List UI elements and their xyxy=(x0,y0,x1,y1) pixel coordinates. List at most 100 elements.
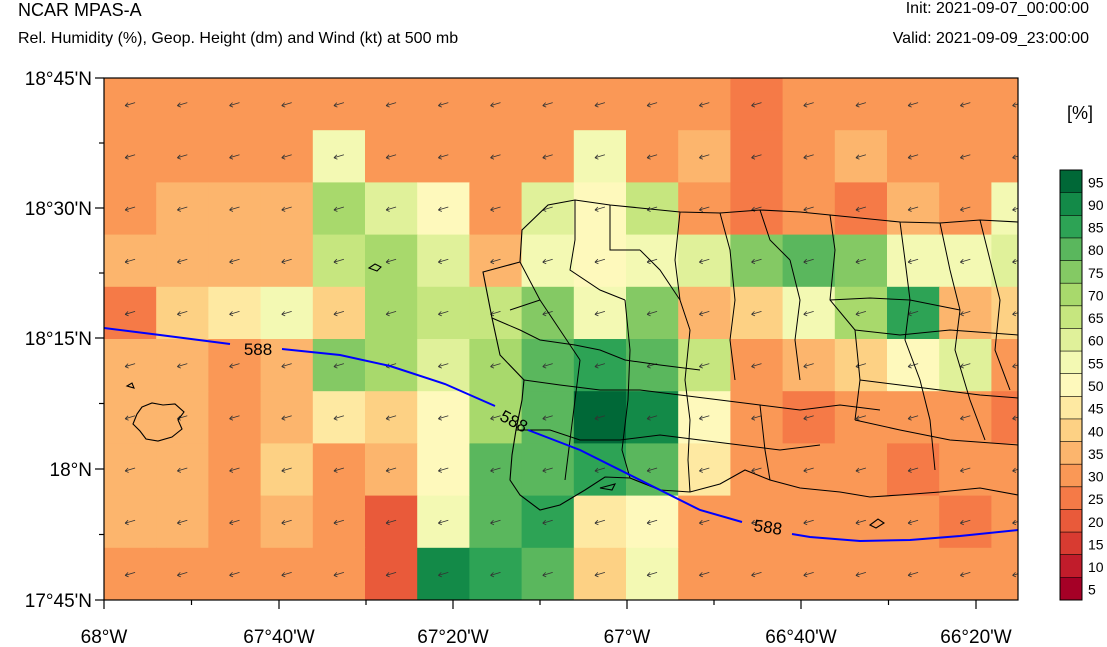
wind-arrow xyxy=(855,519,867,526)
wind-arrow xyxy=(229,467,240,473)
wind-arrow xyxy=(751,572,762,578)
colorbar-label: 90 xyxy=(1088,197,1104,213)
wind-arrow xyxy=(542,102,553,108)
x-tick-label: 66°20'W xyxy=(940,627,1011,647)
contour-label: 588 xyxy=(753,516,784,539)
wind-arrow xyxy=(543,625,553,630)
wind-arrow xyxy=(594,572,606,578)
colorbar-label: 80 xyxy=(1088,242,1104,258)
wind-arrow xyxy=(751,415,762,421)
wind-arrow xyxy=(177,572,188,578)
wind-arrow xyxy=(960,102,971,108)
wind-arrow xyxy=(490,363,501,369)
wind-arrow xyxy=(751,519,762,526)
wind-arrow xyxy=(385,572,397,578)
colorbar-swatch xyxy=(1060,237,1082,261)
wind-arrow xyxy=(229,311,240,317)
wind-arrow xyxy=(803,206,814,212)
wind-arrow xyxy=(1065,155,1075,160)
wind-arrow xyxy=(490,467,501,473)
wind-arrow xyxy=(699,625,709,630)
wind-arrow xyxy=(855,467,867,473)
colorbar-label: 35 xyxy=(1088,446,1104,462)
wind-arrow xyxy=(281,258,292,265)
wind-arrow xyxy=(803,572,814,578)
colorbar-frame xyxy=(1059,169,1083,601)
wind-arrow xyxy=(960,519,971,526)
humidity-cell xyxy=(1044,600,1097,647)
wind-arrow xyxy=(229,415,240,421)
wind-arrow xyxy=(646,572,658,578)
wind-arrow xyxy=(542,363,553,369)
wind-arrow xyxy=(281,415,292,421)
wind-arrow xyxy=(960,258,971,265)
wind-arrow xyxy=(386,625,396,630)
humidity-cell xyxy=(887,600,940,647)
wind-arrow xyxy=(646,154,658,160)
wind-arrow xyxy=(333,519,345,526)
wind-arrow xyxy=(594,206,606,212)
x-tick-label: 66°40'W xyxy=(765,627,836,647)
wind-arrow xyxy=(699,415,710,421)
colorbar-swatch xyxy=(1060,577,1082,601)
humidity-cell xyxy=(1096,600,1107,647)
wind-arrow xyxy=(1065,625,1075,630)
colorbar-swatch xyxy=(1060,283,1082,307)
colorbar-label: 50 xyxy=(1088,378,1104,394)
humidity-cell xyxy=(156,600,209,647)
contour-label: 588 xyxy=(244,340,272,359)
wind-arrow xyxy=(751,311,762,317)
wind-arrow xyxy=(385,519,397,526)
colorbar-swatch xyxy=(1060,418,1082,442)
wind-arrow xyxy=(124,363,136,369)
wind-arrow xyxy=(438,258,449,265)
wind-arrow xyxy=(908,625,918,630)
wind-arrow xyxy=(177,206,188,212)
wind-arrow xyxy=(438,311,449,317)
wind-arrow xyxy=(438,154,449,160)
wind-arrow xyxy=(334,625,344,630)
wind-arrow xyxy=(281,363,292,369)
wind-arrow xyxy=(333,572,345,578)
colorbar-label: 25 xyxy=(1088,491,1104,507)
colorbar-unit: [%] xyxy=(1067,103,1094,123)
wind-arrow xyxy=(699,102,710,108)
wind-arrow xyxy=(699,206,710,212)
x-tick-label: 67°W xyxy=(604,627,651,647)
y-tick-label: 18°45'N xyxy=(25,69,92,90)
colorbar-label: 5 xyxy=(1088,582,1096,598)
wind-arrow xyxy=(385,467,397,473)
colorbar-label: 70 xyxy=(1088,287,1104,303)
wind-arrow xyxy=(385,258,397,265)
x-tick-label: 67°40'W xyxy=(243,627,314,647)
wind-arrow xyxy=(803,311,814,317)
wind-arrow xyxy=(960,154,971,160)
wind-arrow xyxy=(230,625,240,630)
x-tick-label: 67°20'W xyxy=(417,627,488,647)
wind-arrow xyxy=(856,625,866,630)
x-axis-labels: 68°W 67°40'W 67°20'W 67°W 66°40'W 66°20'W xyxy=(81,627,1012,647)
colorbar-label: 60 xyxy=(1088,333,1104,349)
wind-arrow xyxy=(124,519,136,526)
wind-arrow xyxy=(229,154,240,160)
colorbar-label: 40 xyxy=(1088,423,1104,439)
humidity-cell xyxy=(522,600,575,647)
colorbar-swatch xyxy=(1060,464,1082,488)
wind-arrow xyxy=(855,206,867,212)
colorbar-label: 10 xyxy=(1088,559,1104,575)
humidity-cell xyxy=(365,600,418,647)
wind-arrow xyxy=(542,467,553,473)
wind-arrow xyxy=(281,519,292,526)
wind-arrow xyxy=(699,467,710,473)
wind-arrow xyxy=(333,467,345,473)
wind-arrow xyxy=(907,467,919,473)
wind-arrow xyxy=(281,467,292,473)
wind-arrow xyxy=(124,102,136,108)
wind-arrow xyxy=(438,363,449,369)
y-axis-labels: 18°45'N 18°30'N 18°15'N 18°N 17°45'N xyxy=(25,69,92,612)
colorbar-swatch xyxy=(1060,351,1082,375)
colorbar: 95 90 85 80 75 70 65 60 55 50 45 40 35 30 25 20 15 10 5 xyxy=(1059,169,1104,601)
wind-arrow xyxy=(699,363,710,369)
plot-frame xyxy=(103,77,1019,601)
wind-arrow xyxy=(699,311,710,317)
